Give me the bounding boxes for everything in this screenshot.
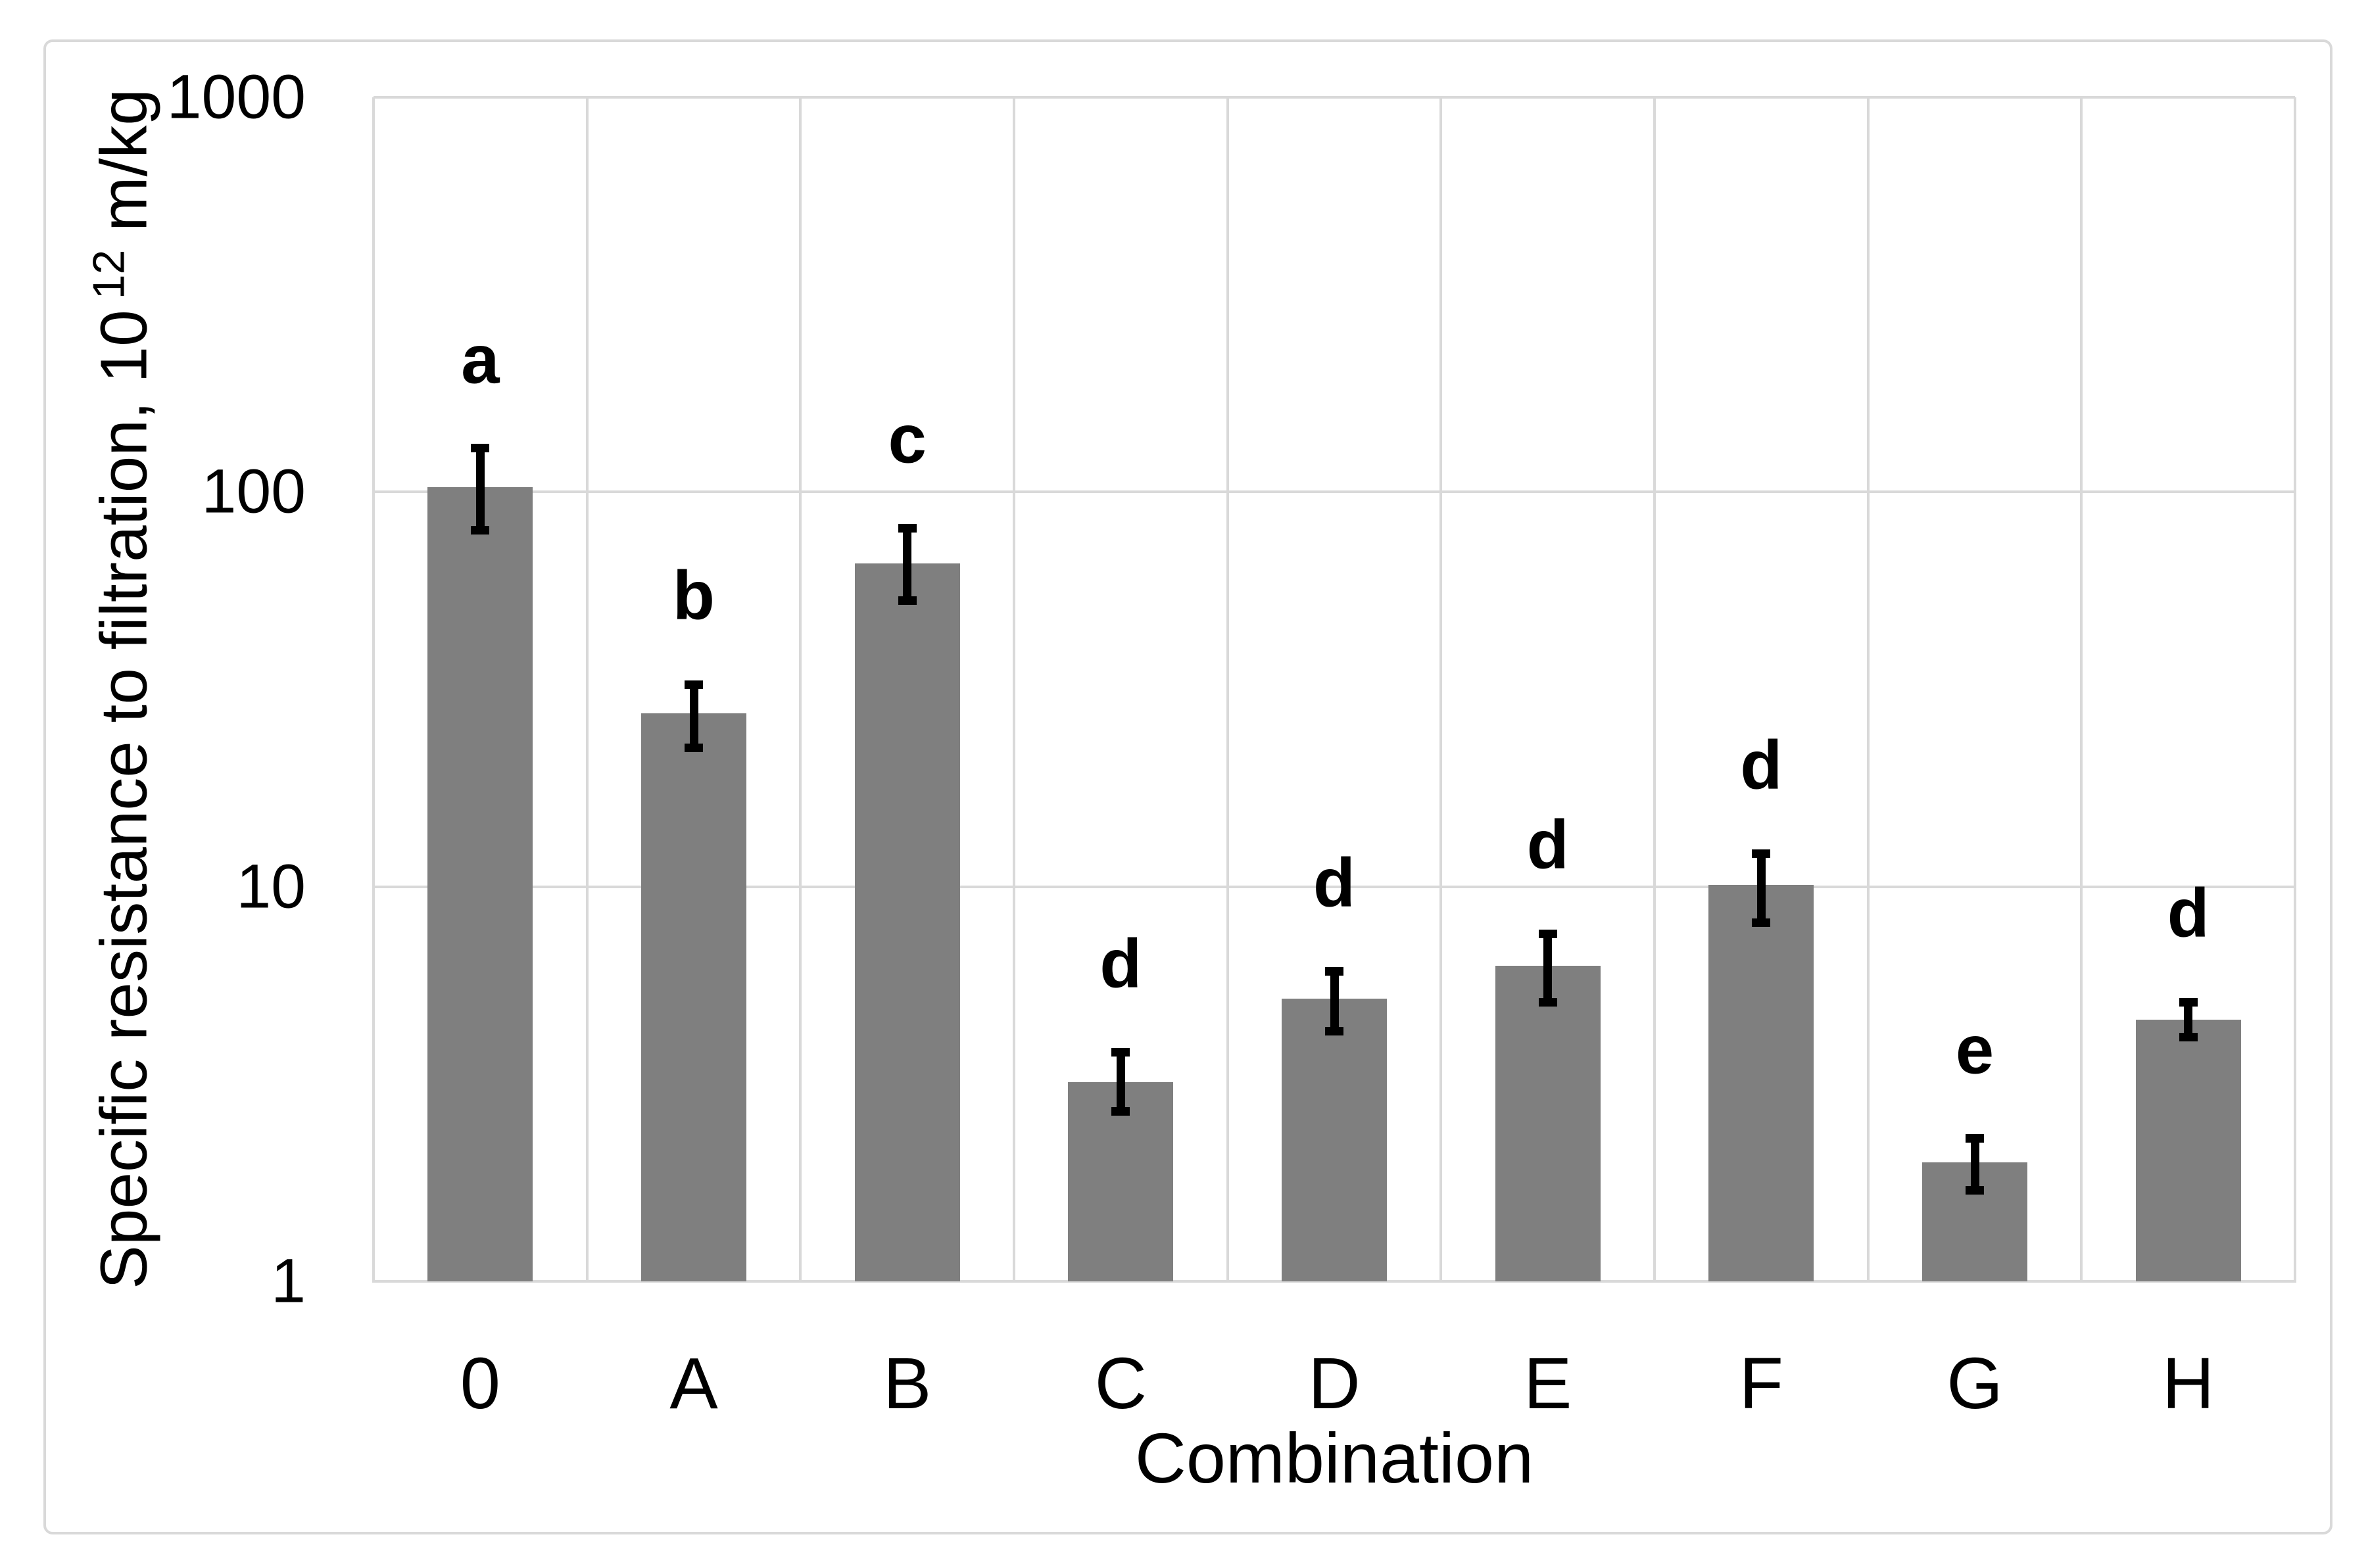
error-bar-cap-bottom-H xyxy=(2179,1033,2198,1042)
y-tick-label-100: 100 xyxy=(201,456,306,527)
v-gridline-5 xyxy=(1439,97,1443,1283)
error-bar-line-A xyxy=(689,684,698,748)
x-tick-label-0: 0 xyxy=(460,1343,500,1424)
error-bar-cap-top-C xyxy=(1111,1048,1130,1057)
error-bar-line-C xyxy=(1116,1052,1125,1112)
error-bar-cap-bottom-0 xyxy=(471,526,490,535)
v-gridline-3 xyxy=(1013,97,1015,1283)
x-tick-label-G: G xyxy=(1946,1343,2003,1424)
sig-letter-B: c xyxy=(888,400,927,478)
error-bar-line-F xyxy=(1756,853,1766,923)
bar-D xyxy=(1282,999,1387,1281)
y-tick-label-1000: 1000 xyxy=(166,62,306,132)
sig-letter-H: d xyxy=(2167,874,2210,952)
bar-F xyxy=(1708,885,1814,1281)
x-tick-label-B: B xyxy=(882,1343,932,1424)
sig-letter-A: b xyxy=(672,557,715,634)
h-gridline-10 xyxy=(374,885,2295,888)
error-bar-line-G xyxy=(1970,1138,1979,1191)
error-bar-cap-top-B xyxy=(898,523,917,533)
x-tick-label-C: C xyxy=(1094,1343,1148,1424)
v-gridline-1 xyxy=(585,97,589,1283)
bar-B xyxy=(854,563,960,1281)
h-gridline-100 xyxy=(374,490,2295,494)
v-gridline-7 xyxy=(1866,97,1870,1283)
error-bar-line-0 xyxy=(475,448,485,531)
error-bar-line-D xyxy=(1330,971,1339,1032)
error-bar-cap-bottom-G xyxy=(1966,1186,1984,1195)
y-axis-title-unit: m/kg xyxy=(87,89,161,250)
y-tick-label-1: 1 xyxy=(271,1246,306,1316)
y-axis-line xyxy=(372,97,375,1283)
y-axis-title-exponent: 12 xyxy=(84,249,134,300)
error-bar-cap-bottom-A xyxy=(685,743,703,752)
error-bar-cap-top-D xyxy=(1325,967,1343,976)
x-tick-label-H: H xyxy=(2162,1343,2215,1424)
sig-letter-D: d xyxy=(1313,844,1356,922)
error-bar-cap-top-H xyxy=(2179,997,2198,1007)
error-bar-cap-bottom-C xyxy=(1111,1106,1130,1116)
y-axis-title-main: Specific resistance to filtration, 10 xyxy=(87,310,161,1289)
error-bar-cap-top-E xyxy=(1538,929,1557,938)
sig-letter-0: a xyxy=(461,321,500,398)
sig-letter-E: d xyxy=(1526,806,1569,884)
error-bar-cap-bottom-F xyxy=(1752,918,1771,928)
error-bar-line-B xyxy=(903,528,912,601)
bar-H xyxy=(2135,1020,2241,1281)
bar-0 xyxy=(427,487,533,1281)
x-tick-label-A: A xyxy=(669,1343,718,1424)
y-tick-label-10: 10 xyxy=(236,851,306,922)
error-bar-cap-top-G xyxy=(1966,1134,1984,1143)
x-tick-label-F: F xyxy=(1739,1343,1783,1424)
x-tick-label-D: D xyxy=(1308,1343,1361,1424)
bar-A xyxy=(641,713,746,1281)
v-gridline-6 xyxy=(1653,97,1656,1283)
error-bar-cap-bottom-B xyxy=(898,596,917,606)
figure-border xyxy=(43,39,2332,1534)
x-axis-title: Combination xyxy=(1134,1418,1534,1498)
error-bar-line-H xyxy=(2184,1002,2193,1037)
h-gridline-1000 xyxy=(374,96,2295,99)
error-bar-cap-top-0 xyxy=(471,444,490,453)
sig-letter-G: e xyxy=(1955,1011,1994,1089)
error-bar-cap-bottom-D xyxy=(1325,1027,1343,1036)
v-gridline-4 xyxy=(1226,97,1229,1283)
sig-letter-C: d xyxy=(1099,925,1142,1003)
error-bar-cap-top-A xyxy=(685,680,703,689)
v-gridline-2 xyxy=(799,97,802,1283)
x-tick-label-E: E xyxy=(1523,1343,1572,1424)
y-axis-title: Specific resistance to filtration, 1012 … xyxy=(84,89,160,1289)
v-gridline-8 xyxy=(2080,97,2083,1283)
error-bar-line-E xyxy=(1543,934,1553,1003)
v-gridline-9 xyxy=(2294,97,2296,1283)
x-axis-line xyxy=(374,1280,2295,1283)
sig-letter-F: d xyxy=(1740,726,1783,804)
bar-E xyxy=(1495,966,1601,1281)
error-bar-cap-top-F xyxy=(1752,849,1771,859)
error-bar-cap-bottom-E xyxy=(1538,997,1557,1007)
